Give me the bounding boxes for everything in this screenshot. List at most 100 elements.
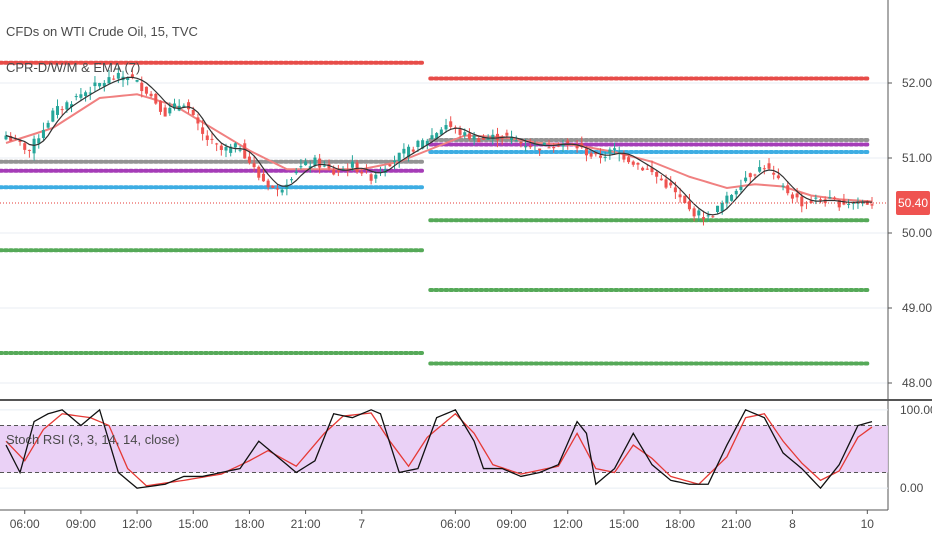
candle-body: [598, 155, 603, 158]
current-price-value: 50.40: [898, 196, 928, 210]
chart-title: CFDs on WTI Crude Oil, 15, TVC: [6, 24, 198, 39]
candle-body: [804, 202, 808, 204]
candle-body: [32, 138, 36, 154]
candle-body: [706, 215, 710, 217]
candle-body: [308, 166, 312, 169]
candle-body: [229, 146, 233, 153]
time-tick-label: 15:00: [178, 517, 208, 531]
candle-body: [716, 205, 720, 213]
candle-body: [402, 148, 406, 154]
candle-body: [870, 204, 874, 206]
candle-body: [823, 199, 827, 204]
candle-body: [285, 184, 289, 189]
candle-body: [748, 173, 752, 178]
candle-body: [673, 187, 677, 193]
candle-body: [163, 107, 167, 117]
candle-body: [168, 107, 172, 114]
candle-body: [650, 167, 654, 173]
candle-body: [215, 143, 219, 145]
candle-body: [65, 102, 69, 110]
time-tick-label: 09:00: [66, 517, 96, 531]
candle-body: [107, 77, 111, 84]
candle-body: [481, 136, 485, 140]
price-tick-label: 50.00: [902, 226, 932, 240]
current-price-badge-bg: [896, 191, 930, 215]
candle-body: [439, 129, 443, 135]
candle-body: [580, 143, 584, 148]
candle-body: [201, 127, 205, 134]
candle-body: [584, 148, 588, 156]
candle-body: [55, 106, 60, 115]
candle-body: [74, 96, 78, 98]
candle-body: [514, 140, 518, 142]
candle-body: [182, 105, 186, 107]
time-tick-label: 06:00: [440, 517, 470, 531]
candle-body: [762, 168, 766, 170]
candle-body: [290, 179, 294, 181]
candle-body: [519, 142, 523, 144]
candle-body: [753, 174, 757, 176]
candle-body: [261, 173, 265, 182]
time-tick-label: 18:00: [665, 517, 695, 531]
candle-body: [552, 146, 556, 149]
stoch-axis[interactable]: 100.00 0.00: [900, 403, 932, 495]
candle-body: [280, 189, 284, 193]
candle-body: [425, 140, 429, 146]
moving-average-line: [5, 76, 873, 216]
time-tick-label: 7: [358, 517, 365, 531]
candle-body: [692, 208, 696, 217]
candle-body: [322, 165, 326, 167]
candle-body: [98, 82, 102, 87]
candle-body: [772, 172, 776, 175]
candle-body: [210, 138, 214, 140]
candle-body: [641, 167, 645, 171]
indicator-label: CPR-D/W/M & EMA (7): [6, 60, 140, 75]
candle-body: [678, 194, 682, 198]
candle-body: [140, 82, 144, 92]
candle-body: [828, 197, 832, 199]
candle-body: [730, 194, 734, 201]
candle-body: [275, 188, 280, 190]
candle-body: [126, 77, 130, 81]
candle-body: [847, 203, 851, 205]
candle-body: [758, 167, 762, 172]
candle-body: [252, 163, 256, 168]
candle-body: [407, 146, 411, 157]
price-axis[interactable]: 52.00 51.00 50.00 49.00 48.00: [888, 76, 932, 390]
candle-body: [701, 217, 706, 220]
time-tick-label: 18:00: [234, 517, 264, 531]
candle-body: [687, 201, 691, 210]
candle-body: [510, 136, 514, 140]
candle-body: [233, 143, 237, 148]
ema-line: [5, 93, 873, 203]
candle-body: [350, 161, 354, 168]
candle-body: [463, 132, 467, 136]
candle-body: [154, 93, 158, 104]
time-tick-label: 8: [789, 517, 796, 531]
candle-body: [800, 196, 804, 207]
candle-body: [304, 161, 308, 166]
candle-body: [46, 122, 50, 128]
candle-body: [238, 149, 242, 151]
candle-body: [833, 197, 837, 200]
candle-body: [786, 185, 790, 194]
candle-body: [776, 175, 780, 179]
time-axis[interactable]: 06:00 09:00 12:00 15:00 18:00 21:00 7 06:00 09:0…: [10, 510, 875, 531]
candle-body: [697, 210, 701, 216]
stoch-label: Stoch RSI (3, 3, 14, 14, close): [6, 432, 179, 447]
candle-body: [781, 185, 785, 187]
candle-body: [84, 92, 88, 97]
candle-body: [790, 194, 794, 199]
stoch-rsi-pane: [0, 408, 888, 490]
time-tick-label: 21:00: [291, 517, 321, 531]
candle-body: [9, 135, 13, 141]
candle-body: [205, 135, 209, 141]
current-price-badge: 50.40: [896, 191, 930, 215]
candle-body: [814, 197, 818, 199]
candle-body: [655, 172, 659, 177]
candle-body: [266, 180, 270, 188]
candle-body: [645, 168, 649, 170]
time-tick-label: 10: [861, 517, 875, 531]
candle-body: [51, 110, 55, 122]
